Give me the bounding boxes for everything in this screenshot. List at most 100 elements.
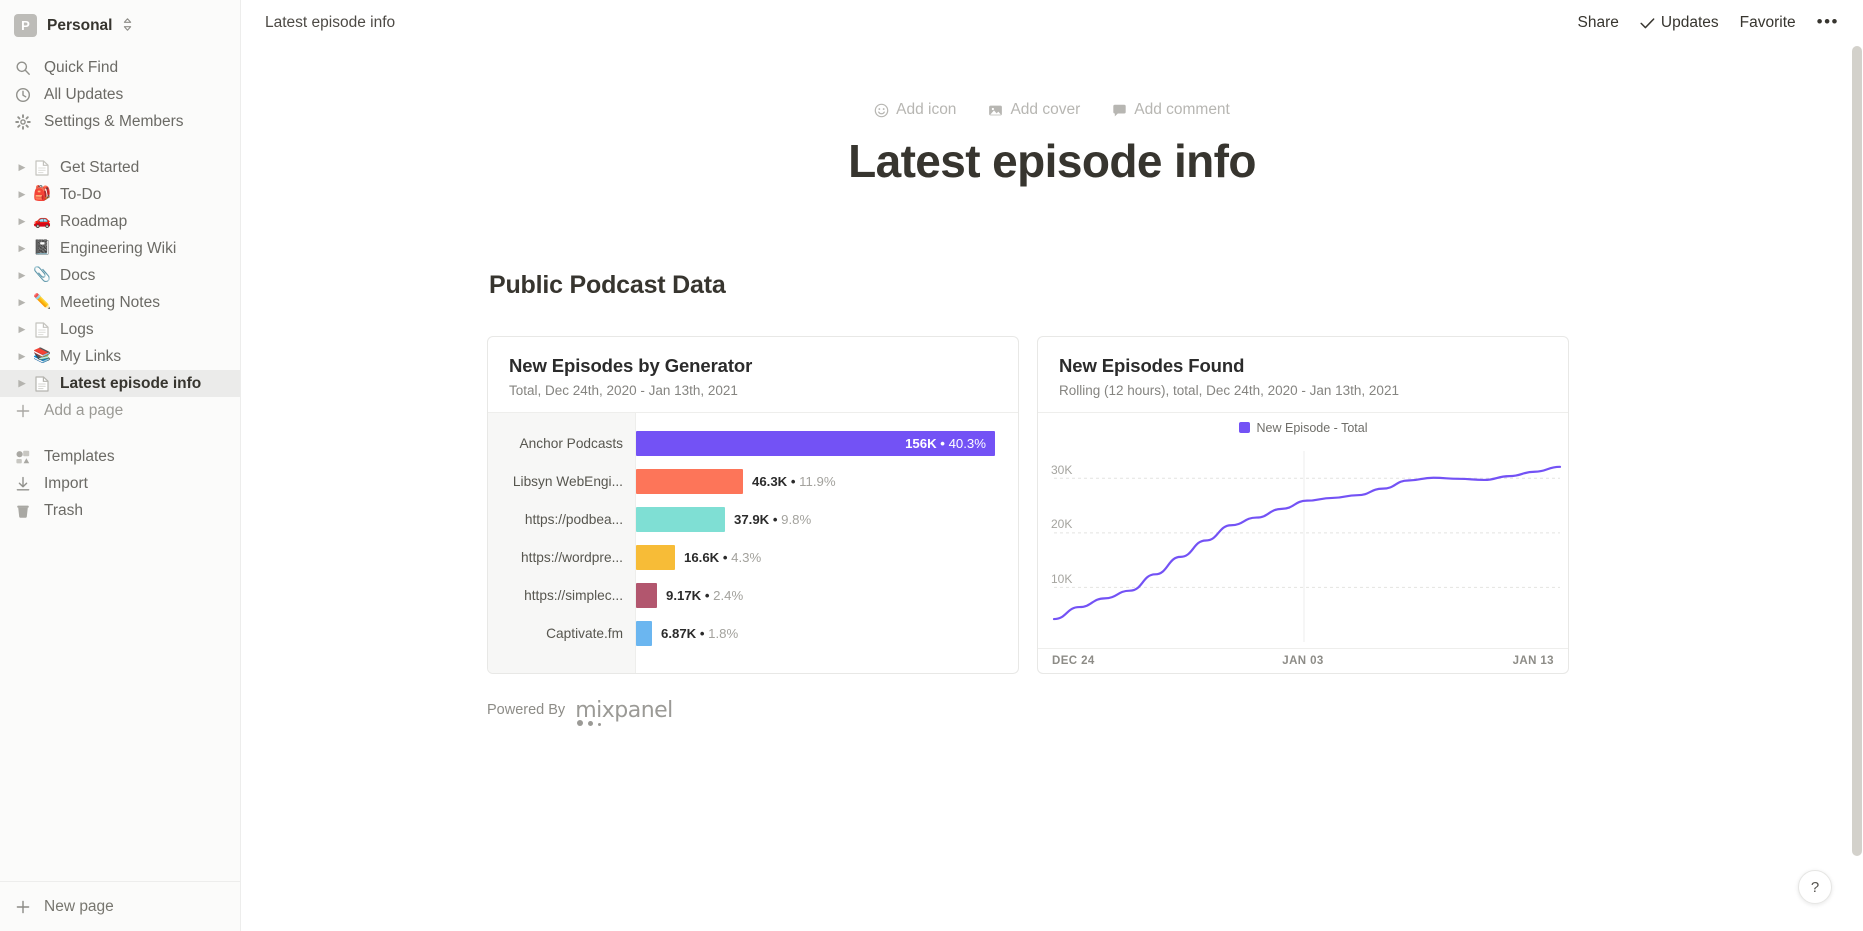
- image-icon: [988, 103, 1003, 118]
- sidebar-item-label: Import: [44, 474, 88, 492]
- sidebar-item-quick-find[interactable]: Quick Find: [0, 54, 240, 81]
- mixpanel-wordmark: mixpanel: [575, 697, 673, 723]
- sidebar-item-docs[interactable]: ▶ 📎 Docs: [0, 262, 240, 289]
- page-emoji: 🎒: [32, 186, 52, 203]
- bar-value-label: 9.17K • 2.4%: [666, 588, 744, 604]
- sidebar-item-get-started[interactable]: ▶ Get Started: [0, 154, 240, 181]
- bar-category-labels: Anchor Podcasts Libsyn WebEngi... https:…: [488, 412, 636, 673]
- mixpanel-logo: mixpanel: [575, 697, 673, 726]
- topbar-actions: Share Updates Favorite •••: [1570, 10, 1847, 36]
- breadcrumb[interactable]: Latest episode info: [265, 14, 396, 31]
- workspace-switcher[interactable]: P Personal: [0, 3, 240, 48]
- bar-row[interactable]: 9.17K • 2.4%: [636, 577, 1018, 615]
- add-cover-button[interactable]: Add cover: [983, 98, 1085, 122]
- sidebar-page-label: To-Do: [60, 185, 102, 203]
- chevron-right-icon[interactable]: ▶: [18, 243, 26, 253]
- page-title[interactable]: Latest episode info: [848, 135, 1256, 187]
- page-emoji: 🚗: [32, 213, 52, 230]
- chevron-right-icon[interactable]: ▶: [18, 324, 26, 334]
- chevron-right-icon[interactable]: ▶: [18, 270, 26, 280]
- bar-category-label: Captivate.fm: [546, 626, 623, 642]
- page-emoji: 📎: [32, 267, 52, 284]
- sidebar-item-import[interactable]: Import: [0, 470, 240, 497]
- legend-label: New Episode - Total: [1256, 420, 1368, 435]
- import-icon: [14, 475, 32, 493]
- page-emoji: 📓: [32, 240, 52, 257]
- section-heading[interactable]: Public Podcast Data: [489, 270, 726, 299]
- add-comment-label: Add comment: [1134, 101, 1230, 118]
- chevron-right-icon[interactable]: ▶: [18, 351, 26, 361]
- chevron-right-icon[interactable]: ▶: [18, 216, 26, 226]
- clock-icon: [14, 86, 32, 104]
- sidebar-item-roadmap[interactable]: ▶ 🚗 Roadmap: [0, 208, 240, 235]
- bar-row[interactable]: 156K • 40.3%: [636, 425, 1018, 463]
- chart-legend[interactable]: New Episode - Total: [1038, 413, 1568, 443]
- document-inner: Add icon Add cover Add comment: [487, 98, 1617, 726]
- sidebar-item-engineering-wiki[interactable]: ▶ 📓 Engineering Wiki: [0, 235, 240, 262]
- add-icon-button[interactable]: Add icon: [869, 98, 961, 122]
- sidebar-item-trash[interactable]: Trash: [0, 497, 240, 524]
- bar-row[interactable]: 16.6K • 4.3%: [636, 539, 1018, 577]
- bar-segment[interactable]: [636, 469, 743, 495]
- chart-title: New Episodes by Generator: [509, 354, 753, 376]
- document-icon: [32, 375, 52, 392]
- vertical-scrollbar[interactable]: [1850, 0, 1863, 931]
- bar-segment[interactable]: 156K • 40.3%: [636, 431, 995, 457]
- add-page-label: Add a page: [44, 401, 124, 419]
- scrollbar-thumb[interactable]: [1852, 46, 1862, 856]
- chart-subtitle: Rolling (12 hours), total, Dec 24th, 202…: [1059, 382, 1399, 398]
- card-header: New Episodes by Generator Total, Dec 24t…: [488, 337, 1018, 413]
- new-page-button[interactable]: New page: [0, 893, 128, 920]
- favorite-button[interactable]: Favorite: [1739, 14, 1796, 31]
- sidebar-item-meeting-notes[interactable]: ▶ ✏️ Meeting Notes: [0, 289, 240, 316]
- chart-card-new-episodes-by-generator[interactable]: New Episodes by Generator Total, Dec 24t…: [487, 335, 1019, 674]
- bar-segment[interactable]: [636, 621, 652, 647]
- bar-segment[interactable]: [636, 583, 657, 609]
- sidebar-item-to-do[interactable]: ▶ 🎒 To-Do: [0, 181, 240, 208]
- powered-by-label: Powered By: [487, 702, 566, 719]
- page-emoji: 📚: [32, 348, 52, 365]
- bar-category-label: https://podbea...: [524, 512, 623, 528]
- new-page-label: New page: [44, 897, 114, 915]
- y-axis-tick-label: 10K: [1051, 572, 1073, 587]
- charts-row: New Episodes by Generator Total, Dec 24t…: [487, 335, 1617, 674]
- more-options-icon[interactable]: •••: [1816, 12, 1839, 31]
- sidebar-bottom-section: Templates Import Trash: [0, 443, 240, 524]
- sidebar-nav-section: Quick Find All Updates Settings & Member…: [0, 54, 240, 135]
- bar-row[interactable]: 6.87K • 1.8%: [636, 615, 1018, 653]
- bar-segment[interactable]: [636, 507, 725, 533]
- sidebar-item-templates[interactable]: Templates: [0, 443, 240, 470]
- chevron-right-icon[interactable]: ▶: [18, 297, 26, 307]
- share-button[interactable]: Share: [1577, 14, 1619, 31]
- main-content: Latest episode info Share Updates Favori…: [241, 0, 1863, 931]
- sidebar-item-settings-members[interactable]: Settings & Members: [0, 108, 240, 135]
- emoji-icon: [874, 103, 889, 118]
- sidebar-item-logs[interactable]: ▶ Logs: [0, 316, 240, 343]
- sidebar-page-label: Meeting Notes: [60, 293, 160, 311]
- updates-button[interactable]: Updates: [1632, 10, 1727, 36]
- sidebar-item-all-updates[interactable]: All Updates: [0, 81, 240, 108]
- sidebar: P Personal Quick Find All Updates: [0, 0, 241, 931]
- bar-category-label: https://simplec...: [524, 588, 623, 604]
- add-comment-button[interactable]: Add comment: [1107, 98, 1235, 122]
- bar-row[interactable]: 37.9K • 9.8%: [636, 501, 1018, 539]
- sidebar-item-my-links[interactable]: ▶ 📚 My Links: [0, 343, 240, 370]
- line-chart-svg: [1052, 450, 1562, 642]
- chevron-updown-icon: [123, 18, 132, 33]
- help-button[interactable]: ?: [1798, 870, 1832, 904]
- bar-segment[interactable]: [636, 545, 675, 571]
- add-icon-label: Add icon: [896, 101, 957, 118]
- document-icon: [32, 159, 52, 176]
- x-axis-tick-label: JAN 13: [1512, 655, 1554, 668]
- sidebar-item-latest-episode-info[interactable]: ▶ Latest episode info: [0, 370, 240, 397]
- bar-value-label: 37.9K • 9.8%: [734, 512, 812, 528]
- bar-row[interactable]: 46.3K • 11.9%: [636, 463, 1018, 501]
- sidebar-add-a-page[interactable]: Add a page: [0, 397, 240, 424]
- chevron-right-icon[interactable]: ▶: [18, 189, 26, 199]
- sidebar-pages-section: ▶ Get Started ▶ 🎒 To-Do ▶ 🚗 Roadmap ▶ 📓 …: [0, 154, 240, 424]
- sidebar-page-label: Engineering Wiki: [60, 239, 177, 257]
- chart-card-new-episodes-found[interactable]: New Episodes Found Rolling (12 hours), t…: [1037, 335, 1569, 674]
- chevron-right-icon[interactable]: ▶: [18, 162, 26, 172]
- sidebar-page-label: Roadmap: [60, 212, 128, 230]
- chevron-right-icon[interactable]: ▶: [18, 378, 26, 388]
